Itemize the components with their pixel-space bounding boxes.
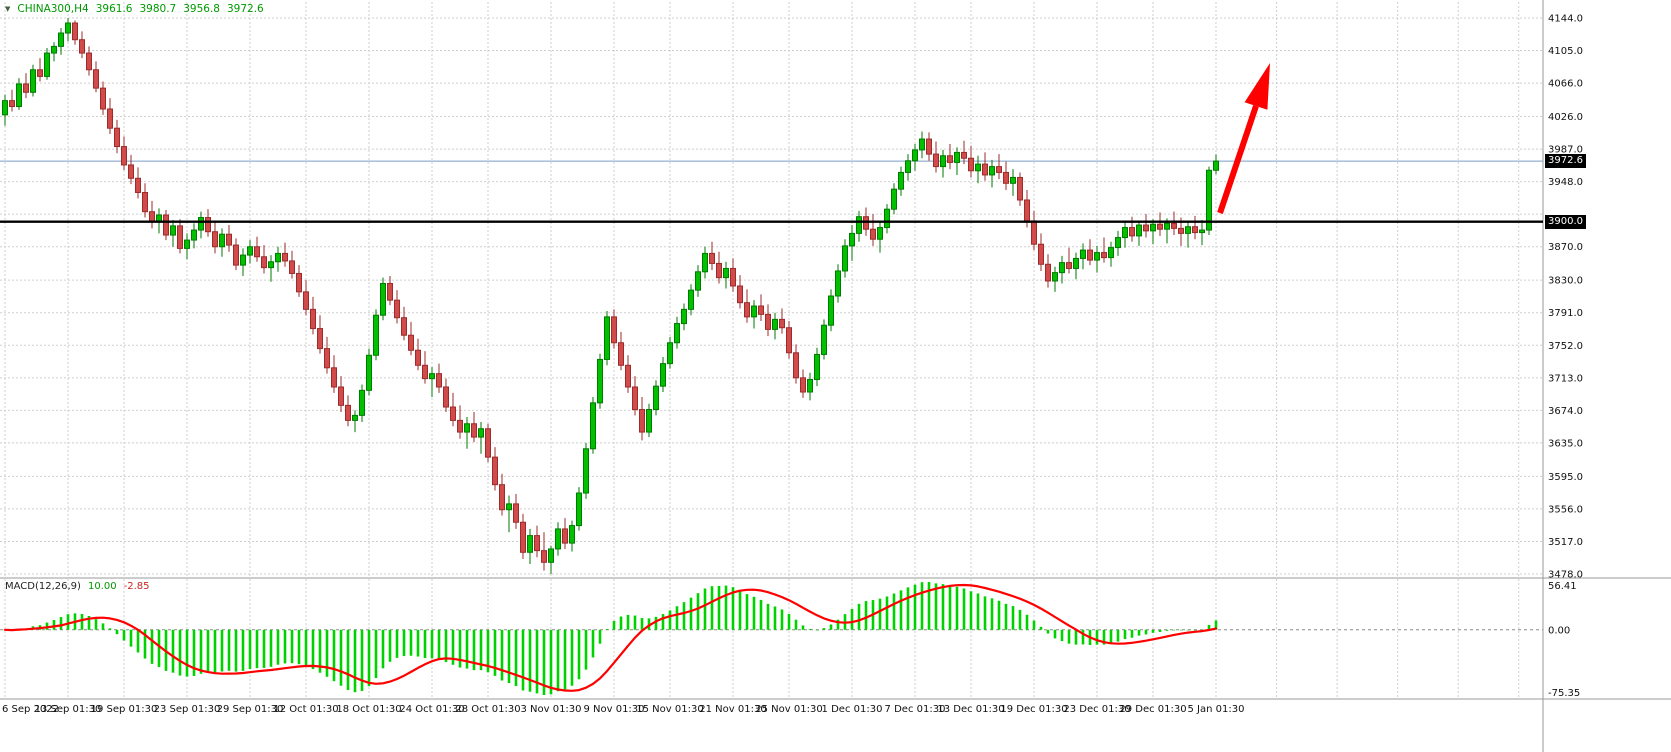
svg-text:3635.0: 3635.0	[1548, 438, 1583, 449]
svg-text:28 Oct 01:30: 28 Oct 01:30	[455, 704, 520, 715]
svg-text:3948.0: 3948.0	[1548, 177, 1583, 188]
macd-signal-value: -2.85	[123, 581, 150, 592]
svg-text:3791.0: 3791.0	[1548, 308, 1583, 319]
svg-text:3870.0: 3870.0	[1548, 242, 1583, 253]
svg-text:23 Sep 01:30: 23 Sep 01:30	[154, 704, 221, 715]
svg-text:13 Dec 01:30: 13 Dec 01:30	[937, 704, 1004, 715]
svg-text:15 Nov 01:30: 15 Nov 01:30	[636, 704, 703, 715]
macd-main-value: 10.00	[87, 581, 117, 592]
svg-text:3752.0: 3752.0	[1548, 341, 1583, 352]
symbol-period-label: CHINA300,H4	[17, 3, 89, 15]
svg-text:3830.0: 3830.0	[1548, 276, 1583, 287]
price-axis[interactable]	[1543, 0, 1671, 699]
time-axis-labels: 6 Sep 202213 Sep 01:3019 Sep 01:3023 Sep…	[2, 704, 1244, 715]
svg-text:3517.0: 3517.0	[1548, 537, 1583, 548]
svg-text:13 Sep 01:30: 13 Sep 01:30	[35, 704, 102, 715]
svg-text:3478.0: 3478.0	[1548, 570, 1583, 581]
svg-text:7 Dec 01:30: 7 Dec 01:30	[885, 704, 946, 715]
candlestick-series[interactable]	[2, 18, 1219, 574]
svg-text:3595.0: 3595.0	[1548, 472, 1583, 483]
time-gridlines	[4, 2, 1520, 698]
svg-text:9 Nov 01:30: 9 Nov 01:30	[583, 704, 644, 715]
quote-close: 3972.6	[226, 3, 264, 15]
svg-text:4026.0: 4026.0	[1548, 112, 1583, 123]
macd-signal-line	[3, 583, 1218, 692]
svg-text:3713.0: 3713.0	[1548, 373, 1583, 384]
svg-text:5 Jan 01:30: 5 Jan 01:30	[1188, 704, 1245, 715]
price-gridlines	[0, 17, 1543, 575]
svg-text:3987.0: 3987.0	[1548, 145, 1583, 156]
svg-text:19 Sep 01:30: 19 Sep 01:30	[91, 704, 158, 715]
svg-text:4144.0: 4144.0	[1548, 14, 1583, 25]
svg-text:4105.0: 4105.0	[1548, 46, 1583, 57]
svg-text:0.00: 0.00	[1548, 625, 1570, 636]
quote-open: 3961.6	[95, 3, 133, 15]
svg-text:24 Oct 01:30: 24 Oct 01:30	[399, 704, 464, 715]
svg-text:4066.0: 4066.0	[1548, 79, 1583, 90]
svg-text:3 Nov 01:30: 3 Nov 01:30	[520, 704, 581, 715]
svg-text:18 Oct 01:30: 18 Oct 01:30	[336, 704, 401, 715]
svg-text:29 Dec 01:30: 29 Dec 01:30	[1119, 704, 1186, 715]
svg-text:21 Nov 01:30: 21 Nov 01:30	[699, 704, 766, 715]
macd-axis-labels: 56.41 0.00 -75.35	[1548, 581, 1580, 699]
svg-text:25 Nov 01:30: 25 Nov 01:30	[755, 704, 822, 715]
svg-text:12 Oct 01:30: 12 Oct 01:30	[273, 704, 338, 715]
symbol-quote-label: ▼ CHINA300,H4 3961.6 3980.7 3956.8 3972.…	[5, 3, 264, 15]
macd-indicator-label: MACD(12,26,9) 10.00 -2.85	[5, 581, 149, 592]
time-axis[interactable]	[0, 699, 1671, 752]
svg-text:-75.35: -75.35	[1548, 688, 1580, 699]
macd-name: MACD(12,26,9)	[5, 581, 81, 592]
svg-text:29 Sep 01:30: 29 Sep 01:30	[217, 704, 284, 715]
svg-text:19 Dec 01:30: 19 Dec 01:30	[1000, 704, 1067, 715]
price-axis-labels: 4144.0 4105.0 4066.0 4026.0 3987.0 3948.0 3870…	[1548, 14, 1583, 581]
svg-text:3674.0: 3674.0	[1548, 406, 1583, 417]
svg-text:23 Dec 01:30: 23 Dec 01:30	[1063, 704, 1130, 715]
quote-high: 3980.7	[139, 3, 177, 15]
svg-text:6 Sep 2022: 6 Sep 2022	[2, 704, 59, 715]
svg-text:56.41: 56.41	[1548, 581, 1577, 592]
current-price-tag: 3972.6	[1545, 154, 1586, 169]
macd-histogram	[3, 582, 1218, 695]
svg-text:1 Dec 01:30: 1 Dec 01:30	[822, 704, 883, 715]
trend-arrow[interactable]	[1217, 63, 1270, 214]
symbol-dropdown-icon[interactable]: ▼	[5, 5, 11, 13]
quote-low: 3956.8	[183, 3, 220, 15]
hline-price-tag: 3900.0	[1545, 214, 1586, 229]
svg-text:3556.0: 3556.0	[1548, 504, 1583, 515]
